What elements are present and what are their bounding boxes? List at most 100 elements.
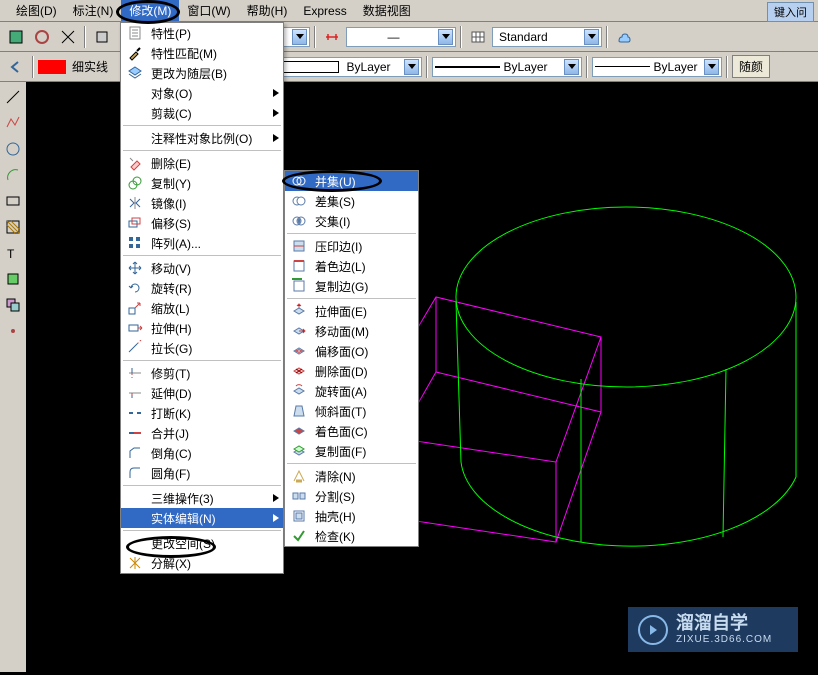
menu-item[interactable]: 交集(I) bbox=[285, 211, 418, 231]
blank-icon bbox=[125, 129, 145, 147]
blank-icon bbox=[125, 489, 145, 507]
tool-btn[interactable] bbox=[30, 25, 54, 49]
menu-item[interactable]: 注释性对象比例(O) bbox=[121, 128, 283, 148]
tool-dim[interactable] bbox=[2, 268, 24, 290]
menu-dimension[interactable]: 标注(N) bbox=[65, 0, 122, 21]
menu-item[interactable]: 延伸(D) bbox=[121, 383, 283, 403]
menu-item-label: 打断(K) bbox=[151, 405, 191, 422]
dropdown-arrow-icon[interactable] bbox=[564, 59, 579, 75]
menu-item-label: 圆角(F) bbox=[151, 465, 190, 482]
tool-btn[interactable] bbox=[56, 25, 80, 49]
menu-item[interactable]: 打断(K) bbox=[121, 403, 283, 423]
tablestyle-value: Standard bbox=[495, 30, 584, 44]
menu-item[interactable]: 分解(X) bbox=[121, 553, 283, 573]
menu-item[interactable]: 复制边(G) bbox=[285, 276, 418, 296]
menu-item[interactable]: 拉伸(H) bbox=[121, 318, 283, 338]
bycolor-button[interactable]: 随颜 bbox=[732, 55, 770, 78]
svg-text:T: T bbox=[7, 247, 15, 261]
menu-item[interactable]: 缩放(L) bbox=[121, 298, 283, 318]
menu-item[interactable]: 分割(S) bbox=[285, 486, 418, 506]
tool-pline[interactable] bbox=[2, 112, 24, 134]
menu-item[interactable]: 镜像(I) bbox=[121, 193, 283, 213]
menu-item[interactable]: 清除(N) bbox=[285, 466, 418, 486]
tool-line[interactable] bbox=[2, 86, 24, 108]
play-icon bbox=[638, 615, 668, 645]
menu-item[interactable]: 阵列(A)... bbox=[121, 233, 283, 253]
menu-item[interactable]: 偏移面(O) bbox=[285, 341, 418, 361]
menu-item[interactable]: 剪裁(C) bbox=[121, 103, 283, 123]
menu-item-label: 移动面(M) bbox=[315, 323, 369, 340]
menu-item[interactable]: 压印边(I) bbox=[285, 236, 418, 256]
layer-color-swatch[interactable] bbox=[38, 60, 66, 74]
tool-circle[interactable] bbox=[2, 138, 24, 160]
menu-item[interactable]: 旋转面(A) bbox=[285, 381, 418, 401]
dimstyle-value: — bbox=[349, 30, 438, 44]
tool-dim[interactable] bbox=[320, 25, 344, 49]
dropdown-arrow-icon[interactable] bbox=[704, 59, 719, 75]
menu-item[interactable]: 复制(Y) bbox=[121, 173, 283, 193]
linetype-combo[interactable]: ByLayer bbox=[432, 57, 582, 77]
color-combo[interactable]: ByLayer bbox=[272, 57, 422, 77]
menu-item[interactable]: 特性(P) bbox=[121, 23, 283, 43]
menu-modify[interactable]: 修改(M) bbox=[121, 0, 179, 21]
lineweight-combo[interactable]: ByLayer bbox=[592, 57, 722, 77]
menu-item[interactable]: 抽壳(H) bbox=[285, 506, 418, 526]
menu-item[interactable]: 旋转(R) bbox=[121, 278, 283, 298]
menu-item[interactable]: 检查(K) bbox=[285, 526, 418, 546]
menu-item[interactable]: 差集(S) bbox=[285, 191, 418, 211]
menu-item[interactable]: 对象(O) bbox=[121, 83, 283, 103]
menu-item[interactable]: 三维操作(3) bbox=[121, 488, 283, 508]
dimstyle-combo[interactable]: — bbox=[346, 27, 456, 47]
dropdown-arrow-icon[interactable] bbox=[404, 59, 419, 75]
tool-text[interactable]: T bbox=[2, 242, 24, 264]
menu-item[interactable]: 更改为随层(B) bbox=[121, 63, 283, 83]
menu-item[interactable]: 实体编辑(N) bbox=[121, 508, 283, 528]
menu-item[interactable]: 删除(E) bbox=[121, 153, 283, 173]
menu-window[interactable]: 窗口(W) bbox=[179, 0, 238, 21]
submenu-arrow-icon bbox=[273, 131, 279, 145]
layer-prev[interactable] bbox=[4, 55, 28, 79]
tool-hatch[interactable] bbox=[2, 216, 24, 238]
menu-item[interactable]: 特性匹配(M) bbox=[121, 43, 283, 63]
menu-help[interactable]: 帮助(H) bbox=[239, 0, 296, 21]
menu-item[interactable]: 偏移(S) bbox=[121, 213, 283, 233]
menu-item[interactable]: 拉长(G) bbox=[121, 338, 283, 358]
tool-btn[interactable] bbox=[90, 25, 114, 49]
tool-cloud[interactable] bbox=[612, 25, 636, 49]
menu-item[interactable]: 着色面(C) bbox=[285, 421, 418, 441]
tablestyle-combo[interactable]: Standard bbox=[492, 27, 602, 47]
menu-dataview[interactable]: 数据视图 bbox=[355, 0, 419, 21]
menu-item[interactable]: 圆角(F) bbox=[121, 463, 283, 483]
tool-point[interactable] bbox=[2, 320, 24, 342]
menu-item-label: 旋转(R) bbox=[151, 280, 192, 297]
menu-item[interactable]: 修剪(T) bbox=[121, 363, 283, 383]
move-icon bbox=[125, 259, 145, 277]
dropdown-arrow-icon[interactable] bbox=[438, 29, 453, 45]
clean-icon bbox=[289, 467, 309, 485]
tool-btn[interactable] bbox=[4, 25, 28, 49]
menu-item[interactable]: 删除面(D) bbox=[285, 361, 418, 381]
solid-edit-submenu: 并集(U)差集(S)交集(I) 压印边(I)着色边(L)复制边(G) 拉伸面(E) 移… bbox=[284, 170, 419, 547]
menu-item[interactable]: 复制面(F) bbox=[285, 441, 418, 461]
menu-item[interactable]: 移动面(M) bbox=[285, 321, 418, 341]
menu-item-label: 着色面(C) bbox=[315, 423, 368, 440]
tool-table[interactable] bbox=[466, 25, 490, 49]
menu-item[interactable]: 拉伸面(E) bbox=[285, 301, 418, 321]
tool-arc[interactable] bbox=[2, 164, 24, 186]
dropdown-arrow-icon[interactable] bbox=[584, 29, 599, 45]
menu-draw[interactable]: 绘图(D) bbox=[8, 0, 65, 21]
dropdown-arrow-icon[interactable] bbox=[292, 29, 307, 45]
tool-rect[interactable] bbox=[2, 190, 24, 212]
rotface-icon bbox=[289, 382, 309, 400]
menu-item-label: 移动(V) bbox=[151, 260, 191, 277]
menu-item[interactable]: 并集(U) bbox=[285, 171, 418, 191]
menu-item[interactable]: 移动(V) bbox=[121, 258, 283, 278]
menu-item[interactable]: 倒角(C) bbox=[121, 443, 283, 463]
menu-item[interactable]: 着色边(L) bbox=[285, 256, 418, 276]
trim-icon bbox=[125, 364, 145, 382]
menu-item[interactable]: 更改空间(S) bbox=[121, 533, 283, 553]
menu-item[interactable]: 倾斜面(T) bbox=[285, 401, 418, 421]
menu-item[interactable]: 合并(J) bbox=[121, 423, 283, 443]
menu-express[interactable]: Express bbox=[295, 2, 354, 20]
tool-block[interactable] bbox=[2, 294, 24, 316]
